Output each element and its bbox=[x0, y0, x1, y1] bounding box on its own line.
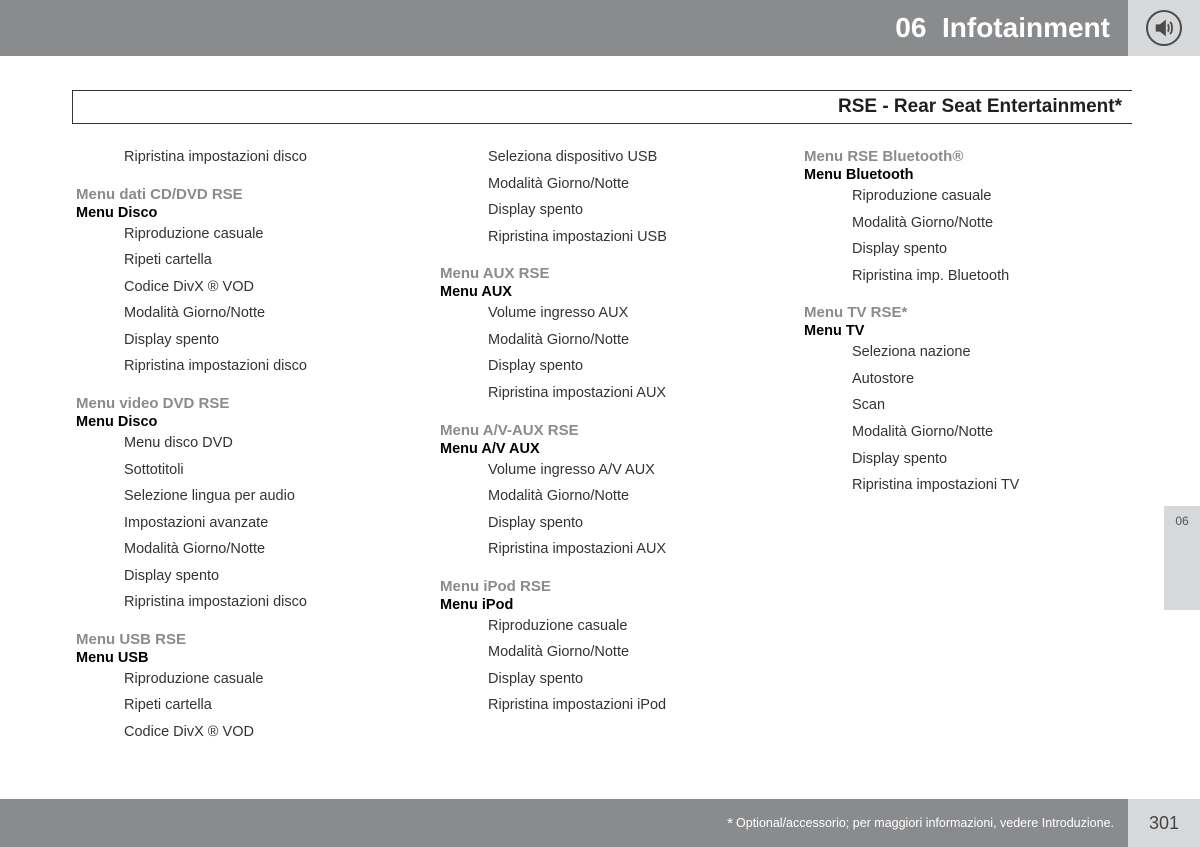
list-item: Ripristina impostazioni disco bbox=[76, 593, 404, 613]
list-item: Modalità Giorno/Notte bbox=[804, 423, 1132, 443]
list-item: Modalità Giorno/Notte bbox=[440, 331, 768, 351]
section-heading: Menu USB RSE bbox=[76, 631, 404, 648]
list-item: Seleziona nazione bbox=[804, 343, 1132, 363]
content-columns: Ripristina impostazioni disco Menu dati … bbox=[76, 148, 1132, 763]
header-bar: 06 Infotainment bbox=[0, 0, 1200, 56]
list-item: Display spento bbox=[440, 201, 768, 221]
list-item: Modalità Giorno/Notte bbox=[76, 540, 404, 560]
sub-heading: Menu iPod bbox=[440, 597, 768, 613]
list-item: Display spento bbox=[76, 331, 404, 351]
list-item: Ripristina impostazioni USB bbox=[440, 228, 768, 248]
list-item: Display spento bbox=[440, 357, 768, 377]
spacer bbox=[926, 12, 942, 44]
list-item: Ripristina impostazioni disco bbox=[76, 357, 404, 377]
side-tab: 06 bbox=[1164, 506, 1200, 610]
sub-heading: Menu USB bbox=[76, 650, 404, 666]
list-item: Riproduzione casuale bbox=[76, 670, 404, 690]
subtitle-text: RSE - Rear Seat Entertainment* bbox=[838, 96, 1122, 117]
footer-bar: * Optional/accessorio; per maggiori info… bbox=[0, 799, 1200, 847]
list-item: Volume ingresso AUX bbox=[440, 304, 768, 324]
section-heading: Menu dati CD/DVD RSE bbox=[76, 186, 404, 203]
star-icon: * bbox=[727, 815, 733, 832]
list-item: Display spento bbox=[804, 240, 1132, 260]
list-item: Ripristina impostazioni AUX bbox=[440, 384, 768, 404]
list-item: Riproduzione casuale bbox=[76, 225, 404, 245]
section-bluetooth: Menu RSE Bluetooth® Menu Bluetooth Ripro… bbox=[804, 148, 1132, 286]
list-item: Autostore bbox=[804, 370, 1132, 390]
list-item: Ripristina imp. Bluetooth bbox=[804, 267, 1132, 287]
sub-heading: Menu AUX bbox=[440, 284, 768, 300]
list-item: Ripristina impostazioni AUX bbox=[440, 540, 768, 560]
list-item: Display spento bbox=[804, 450, 1132, 470]
list-item: Ripeti cartella bbox=[76, 696, 404, 716]
header-icon-box bbox=[1128, 0, 1200, 56]
side-tab-text: 06 bbox=[1175, 514, 1188, 528]
list-item: Scan bbox=[804, 396, 1132, 416]
section-video-dvd: Menu video DVD RSE Menu Disco Menu disco… bbox=[76, 395, 404, 613]
list-item: Ripristina impostazioni disco bbox=[76, 148, 404, 168]
footer-note: * Optional/accessorio; per maggiori info… bbox=[0, 799, 1128, 847]
section-heading: Menu video DVD RSE bbox=[76, 395, 404, 412]
page-number: 301 bbox=[1128, 799, 1200, 847]
footer-text: Optional/accessorio; per maggiori inform… bbox=[736, 816, 1114, 830]
list-item: Codice DivX ® VOD bbox=[76, 278, 404, 298]
list-item: Impostazioni avanzate bbox=[76, 514, 404, 534]
list-item: Modalità Giorno/Notte bbox=[440, 487, 768, 507]
list-item: Modalità Giorno/Notte bbox=[440, 175, 768, 195]
chapter-header: 06 Infotainment bbox=[0, 0, 1128, 56]
section-heading: Menu A/V-AUX RSE bbox=[440, 422, 768, 439]
chapter-title: Infotainment bbox=[942, 12, 1110, 44]
section-heading: Menu RSE Bluetooth® bbox=[804, 148, 1132, 165]
list-item: Modalità Giorno/Notte bbox=[76, 304, 404, 324]
section-heading: Menu TV RSE* bbox=[804, 304, 1132, 321]
list-item: Volume ingresso A/V AUX bbox=[440, 461, 768, 481]
list-item: Selezione lingua per audio bbox=[76, 487, 404, 507]
chapter-number: 06 bbox=[895, 12, 926, 44]
subtitle-bar: RSE - Rear Seat Entertainment* bbox=[72, 90, 1132, 124]
list-item: Codice DivX ® VOD bbox=[76, 723, 404, 743]
section-cd-dvd: Menu dati CD/DVD RSE Menu Disco Riproduz… bbox=[76, 186, 404, 377]
section-ipod: Menu iPod RSE Menu iPod Riproduzione cas… bbox=[440, 578, 768, 690]
list-item: Ripeti cartella bbox=[76, 251, 404, 271]
sub-heading: Menu TV bbox=[804, 323, 1132, 339]
section-usb: Menu USB RSE Menu USB Riproduzione casua… bbox=[76, 631, 404, 716]
sub-heading: Menu A/V AUX bbox=[440, 441, 768, 457]
section-av-aux: Menu A/V-AUX RSE Menu A/V AUX Volume ing… bbox=[440, 422, 768, 560]
page-number-text: 301 bbox=[1149, 813, 1179, 834]
list-item: Riproduzione casuale bbox=[440, 617, 768, 637]
sub-heading: Menu Disco bbox=[76, 414, 404, 430]
list-item: Modalità Giorno/Notte bbox=[440, 643, 768, 663]
section-heading: Menu AUX RSE bbox=[440, 265, 768, 282]
sub-heading: Menu Disco bbox=[76, 205, 404, 221]
sub-heading: Menu Bluetooth bbox=[804, 167, 1132, 183]
heading-text: Menu RSE Bluetooth® bbox=[804, 148, 963, 165]
list-item: Ripristina impostazioni TV bbox=[804, 476, 1132, 496]
list-item: Seleziona dispositivo USB bbox=[440, 148, 768, 168]
list-item: Menu disco DVD bbox=[76, 434, 404, 454]
section-tv: Menu TV RSE* Menu TV Seleziona nazione A… bbox=[804, 304, 1132, 495]
list-item: Display spento bbox=[76, 567, 404, 587]
section-aux: Menu AUX RSE Menu AUX Volume ingresso AU… bbox=[440, 265, 768, 403]
list-item: Display spento bbox=[440, 670, 768, 690]
list-item: Ripristina impostazioni iPod bbox=[440, 696, 768, 716]
list-item: Modalità Giorno/Notte bbox=[804, 214, 1132, 234]
list-item: Riproduzione casuale bbox=[804, 187, 1132, 207]
list-item: Sottotitoli bbox=[76, 461, 404, 481]
section-heading: Menu iPod RSE bbox=[440, 578, 768, 595]
speaker-icon bbox=[1146, 10, 1182, 46]
list-item: Display spento bbox=[440, 514, 768, 534]
